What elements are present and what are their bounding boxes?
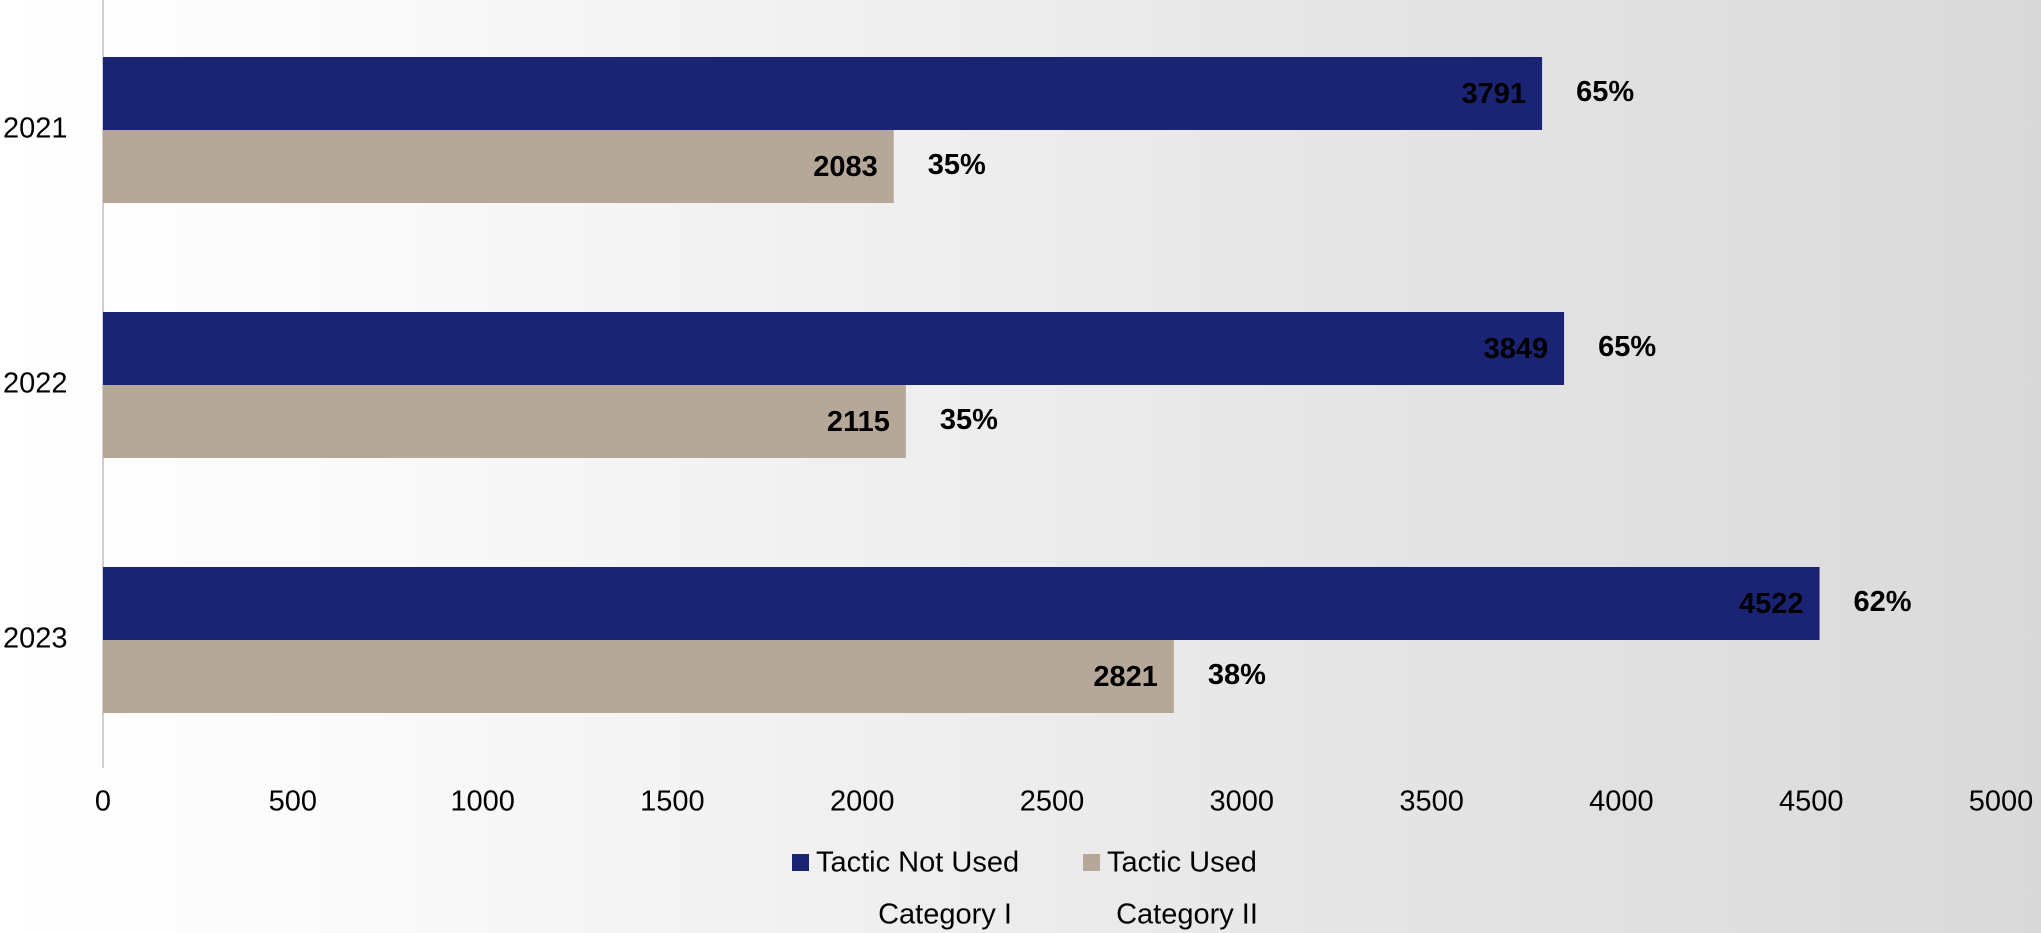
percent-label: 65% [1598,331,1656,363]
x-tick-label: 3000 [1210,786,1275,818]
legend-note: Category I [878,899,1012,931]
percent-label: 35% [928,149,986,181]
x-tick-label: 2000 [830,786,895,818]
y-tick-label: 2023 [3,623,68,655]
value-label: 4522 [1739,588,1804,620]
y-tick-label: 2021 [3,113,68,145]
legend-label: Tactic Used [1107,847,1257,879]
percent-label: 62% [1854,586,1912,618]
legend-note: Category II [1116,899,1258,931]
value-label: 3791 [1462,78,1527,110]
y-tick-label: 2022 [3,368,68,400]
legend-swatch [1083,854,1100,871]
x-tick-label: 500 [269,786,317,818]
x-tick-label: 1500 [640,786,705,818]
x-tick-label: 4500 [1779,786,1844,818]
value-label: 2083 [813,151,878,183]
bar [103,567,1820,640]
x-tick-label: 3500 [1399,786,1464,818]
legend-label: Tactic Not Used [816,847,1019,879]
percent-label: 38% [1208,659,1266,691]
bar [103,57,1542,130]
value-label: 2115 [827,406,890,438]
bar [103,640,1174,713]
x-tick-label: 0 [95,786,111,818]
legend-swatch [792,854,809,871]
bar [103,385,906,458]
x-tick-label: 5000 [1969,786,2034,818]
x-tick-label: 4000 [1589,786,1654,818]
percent-label: 35% [940,404,998,436]
bar [103,130,894,203]
value-label: 3849 [1484,333,1549,365]
x-tick-label: 1000 [450,786,515,818]
percent-label: 65% [1576,76,1634,108]
x-tick-label: 2500 [1020,786,1085,818]
value-label: 2821 [1093,661,1158,693]
chart: 0 500 1000 1500 2000 2500 3000 3500 4000 4500 5000… [0,0,2041,933]
bar [103,312,1564,385]
